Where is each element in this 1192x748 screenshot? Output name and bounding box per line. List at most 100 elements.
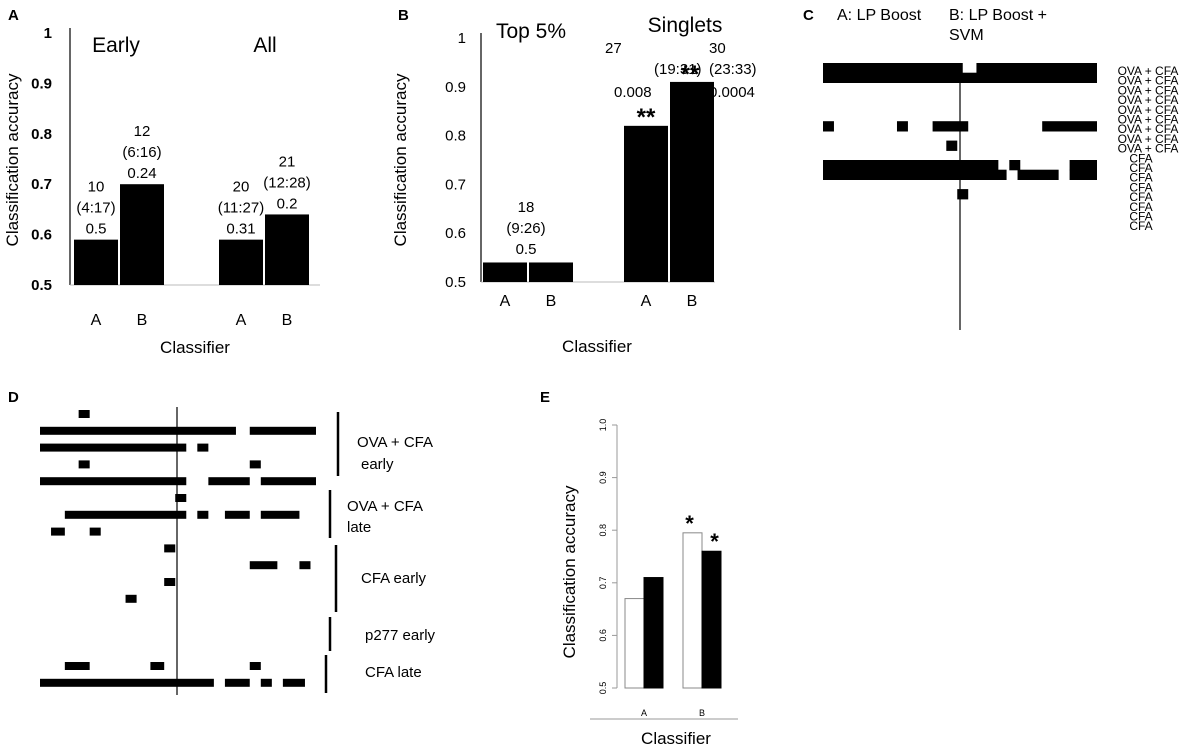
a-y-tick-label: 0.6 bbox=[31, 227, 52, 244]
d-cell bbox=[64, 510, 187, 519]
c-row-label: OVA + CFA bbox=[1118, 64, 1179, 78]
a-bar bbox=[265, 214, 309, 285]
a-bar-annotation: 0.2 bbox=[277, 195, 298, 212]
a-bar-annotation: 12 bbox=[134, 123, 151, 140]
b-significance-marker: ** bbox=[681, 61, 700, 88]
c-cell bbox=[1017, 169, 1059, 180]
d-cell bbox=[197, 510, 209, 519]
a-bar-annotation: 10 bbox=[88, 179, 105, 196]
d-cell bbox=[78, 460, 90, 469]
d-cell bbox=[197, 443, 209, 452]
b-bar-annotation: (19:31) bbox=[654, 61, 702, 78]
a-bar bbox=[219, 239, 263, 285]
d-cell bbox=[299, 561, 311, 570]
a-group-title: Early bbox=[92, 34, 140, 57]
d-cell bbox=[78, 410, 90, 418]
c-legend-b: B: LP Boost + bbox=[949, 7, 1047, 24]
d-group-label: OVA + CFA bbox=[347, 498, 423, 515]
a-bar bbox=[74, 239, 118, 285]
b-x-tick-label: B bbox=[546, 293, 557, 310]
d-group-label: OVA + CFA bbox=[357, 434, 433, 451]
panel-label-c: C bbox=[803, 7, 814, 24]
a-bar-annotation: (6:16) bbox=[122, 144, 161, 161]
c-row-label: OVA + CFA bbox=[1118, 132, 1179, 146]
c-cell bbox=[1009, 160, 1021, 171]
c-row-label: CFA bbox=[1129, 151, 1152, 165]
e-y-tick-label: 0.6 bbox=[598, 629, 608, 642]
panel-label-d: D bbox=[8, 389, 19, 406]
e-bar bbox=[701, 550, 722, 689]
a-x-tick-label: B bbox=[282, 312, 293, 329]
b-y-axis-label: Classification accuracy bbox=[391, 73, 410, 246]
c-row-label: CFA bbox=[1129, 171, 1152, 185]
d-cell bbox=[260, 510, 300, 519]
a-bar-annotation: 20 bbox=[233, 179, 250, 196]
b-bar bbox=[670, 81, 714, 282]
d-cell bbox=[125, 594, 137, 603]
e-significance-marker: * bbox=[710, 529, 719, 554]
d-cell bbox=[249, 662, 261, 670]
d-group-label: early bbox=[361, 456, 394, 473]
a-x-tick-label: A bbox=[236, 312, 247, 329]
a-bar-annotation: 21 bbox=[279, 153, 296, 170]
b-x-tick-label: A bbox=[641, 293, 652, 310]
a-bar-annotation: 0.24 bbox=[127, 165, 156, 182]
d-cell bbox=[164, 544, 176, 553]
a-group-title: All bbox=[253, 34, 276, 57]
a-bar-annotation: (12:28) bbox=[263, 174, 311, 191]
e-x-tick-label: A bbox=[641, 708, 647, 718]
c-cell bbox=[823, 63, 963, 74]
c-legend-a: A: LP Boost bbox=[837, 7, 922, 24]
a-bar-annotation: (4:17) bbox=[76, 200, 115, 217]
c-row-label: OVA + CFA bbox=[1118, 93, 1179, 107]
c-cell bbox=[823, 169, 1007, 180]
d-cell bbox=[89, 527, 101, 536]
b-shared-annotation: (9:26) bbox=[506, 220, 545, 237]
e-y-tick-label: 1.0 bbox=[598, 419, 608, 432]
b-y-tick-label: 0.5 bbox=[445, 274, 466, 291]
c-row-label: CFA bbox=[1129, 161, 1152, 175]
c-cell bbox=[823, 121, 834, 132]
a-y-tick-label: 0.9 bbox=[31, 75, 52, 92]
b-bar-annotation: (23:33) bbox=[709, 61, 757, 78]
a-bar-annotation: 0.31 bbox=[226, 221, 255, 238]
a-y-tick-label: 0.5 bbox=[31, 277, 52, 294]
d-cell bbox=[40, 477, 187, 486]
a-y-tick-label: 0.8 bbox=[31, 126, 52, 143]
d-cell bbox=[249, 561, 278, 570]
d-cell bbox=[150, 662, 165, 670]
e-bar bbox=[643, 577, 664, 689]
b-y-tick-label: 0.6 bbox=[445, 225, 466, 242]
c-row-label: CFA bbox=[1129, 180, 1152, 194]
b-y-tick-label: 0.7 bbox=[445, 176, 466, 193]
b-shared-annotation: 18 bbox=[518, 199, 535, 216]
a-y-axis-label: Classification accuracy bbox=[3, 73, 22, 246]
d-cell bbox=[249, 426, 316, 435]
c-row-label: OVA + CFA bbox=[1118, 122, 1179, 136]
d-cell bbox=[282, 678, 305, 687]
d-cell bbox=[164, 578, 176, 586]
c-row-label: CFA bbox=[1129, 190, 1152, 204]
c-row-label: OVA + CFA bbox=[1118, 103, 1179, 117]
c-row-label: CFA bbox=[1129, 200, 1152, 214]
c-row-label: OVA + CFA bbox=[1118, 83, 1179, 97]
d-cell bbox=[51, 527, 65, 536]
c-cell bbox=[932, 121, 969, 132]
a-bar-annotation: (11:27) bbox=[218, 200, 264, 217]
b-x-tick-label: B bbox=[687, 293, 698, 310]
a-bar bbox=[120, 184, 164, 285]
b-significance-marker: ** bbox=[637, 104, 656, 131]
e-bar bbox=[682, 532, 703, 689]
c-cell bbox=[823, 160, 999, 171]
e-y-axis-label: Classification accuracy bbox=[560, 485, 579, 658]
b-bar-annotation: 0.008 bbox=[614, 84, 652, 101]
panel-d-heatmap: OVA + CFA early OVA + CFA late CFA early p277… bbox=[40, 407, 436, 695]
b-x-axis-label: Classifier bbox=[562, 337, 632, 356]
d-cell bbox=[260, 678, 272, 687]
d-cell bbox=[40, 443, 187, 452]
a-y-tick-label: 1 bbox=[44, 25, 52, 42]
e-bar bbox=[624, 598, 645, 689]
e-y-tick-label: 0.5 bbox=[598, 682, 608, 695]
c-row-label: CFA bbox=[1129, 210, 1152, 224]
